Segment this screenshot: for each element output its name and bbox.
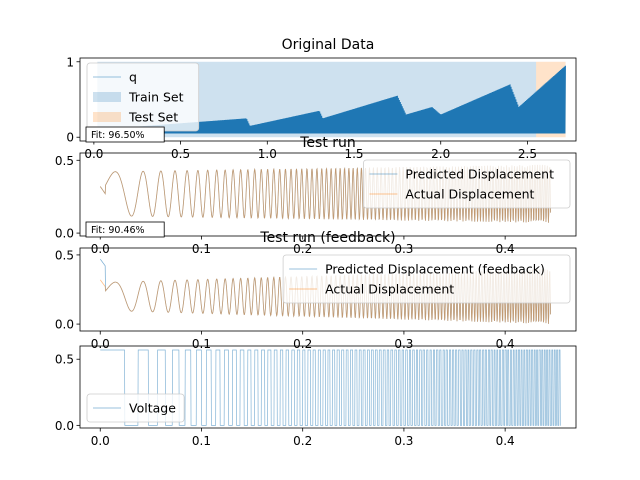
chart-title-2: Test run [299,135,356,151]
legend-label: Actual Displacement [405,187,534,202]
x-tick-label: 0.5 [171,147,190,161]
x-tick-label: 0.2 [293,434,312,448]
y-tick-label: 0.5 [55,353,74,367]
chart-title-1: Original Data [282,37,375,53]
axes-frame-4 [79,345,577,429]
legend-swatch [93,92,121,102]
legend-box [282,254,571,304]
x-tick-label: 0.2 [293,337,312,351]
x-tick-label: 0.3 [394,434,413,448]
legend-4: Voltage [86,393,185,423]
legend-swatch [93,112,121,122]
x-tick-label: 2.5 [518,147,537,161]
x-tick-label: 0.2 [293,242,312,256]
fit-annotation-2: Fit: 96.50% [85,126,165,143]
x-tick-label: 0.0 [91,337,110,351]
axes-frame-1 [79,57,577,142]
legend-label: q [129,70,137,85]
x-tick-label: 0.0 [84,147,103,161]
legend-label: Test Set [128,110,178,125]
y-tick-label: 0.5 [55,248,74,262]
x-tick-label: 0.1 [192,337,211,351]
x-tick-label: 0.4 [496,242,515,256]
x-tick-label: 1.0 [258,147,277,161]
x-tick-label: 0.0 [91,242,110,256]
y-tick-label: 1 [66,55,74,69]
axes-3: 0.0 0.1 0.2 0.3 0.4 0.0 0.5 [55,248,515,351]
legend-box [86,393,185,423]
legend-2: Predicted Displacement Actual Displacemen… [362,159,571,209]
voltage-line [100,349,561,426]
legend-3: Predicted Displacement (feedback) Actual … [282,254,571,304]
fit-box [85,221,165,238]
x-tick-label: 0.1 [192,242,211,256]
y-tick-label: 0.0 [55,227,74,241]
x-tick-label: 0.0 [91,434,110,448]
fit-box [85,126,165,143]
x-tick-label: 0.4 [496,434,515,448]
x-tick-label: 0.1 [192,434,211,448]
fit-label: Fit: 96.50% [91,130,145,141]
fit-label: Fit: 90.46% [91,225,145,236]
q-series-line [93,65,566,134]
legend-1: q Train Set Test Set [86,62,200,132]
axes-2: 0.0 0.1 0.2 0.3 0.4 0.0 0.5 [55,154,515,256]
x-tick-label: 0.4 [496,337,515,351]
axes-4: 0.0 0.1 0.2 0.3 0.4 0.0 0.5 [55,353,515,448]
legend-label: Voltage [129,401,176,416]
x-tick-label: 1.5 [344,147,363,161]
y-tick-label: 0.5 [55,154,74,168]
x-tick-label: 2.0 [431,147,450,161]
fit-annotation-3: Fit: 90.46% [85,221,165,238]
legend-label: Train Set [128,90,184,105]
plot-voltage [100,349,561,426]
chart-title-3: Test run (feedback) [259,230,395,246]
y-tick-label: 0.0 [55,318,74,332]
y-tick-label: 0.0 [55,419,74,433]
y-tick-label: 0 [66,131,74,145]
axes-1: 0.0 0.5 1.0 1.5 2.0 2.5 0 1 [66,55,537,161]
axes-frame-2 [79,152,577,237]
legend-box [362,159,571,209]
legend-label: Predicted Displacement [405,167,554,182]
axes-frame-3 [79,247,577,332]
x-tick-label: 0.3 [394,242,413,256]
x-tick-label: 0.3 [394,337,413,351]
legend-label: Predicted Displacement (feedback) [325,262,545,277]
legend-label: Actual Displacement [325,282,454,297]
